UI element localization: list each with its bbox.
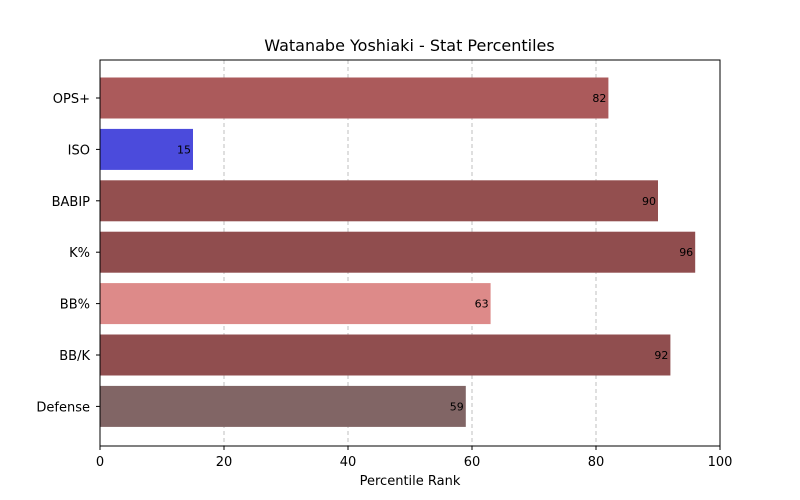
bar — [100, 77, 609, 119]
bars: 82 15 90 96 63 92 59 — [100, 77, 696, 427]
bar — [100, 385, 466, 427]
bar — [100, 180, 658, 222]
bar-value-label: 96 — [679, 246, 693, 259]
x-axis-label: Percentile Rank — [360, 474, 461, 489]
bar-value-label: 15 — [177, 143, 191, 156]
y-tick-label: BABIP — [52, 195, 91, 210]
bar — [100, 283, 491, 325]
y-tick-label: ISO — [68, 143, 90, 158]
y-tick-label: BB% — [60, 298, 90, 313]
x-axis-ticks: 0 20 40 60 80 100 — [96, 446, 733, 470]
x-tick-label: 40 — [340, 455, 357, 470]
bar-value-label: 90 — [642, 195, 656, 208]
bar-value-label: 63 — [475, 298, 489, 311]
x-tick-label: 20 — [216, 455, 233, 470]
y-tick-label: BB/K — [59, 349, 90, 364]
y-axis-ticks: OPS+ ISO BABIP K% BB% BB/K Defense — [36, 92, 100, 415]
bar-value-label: 82 — [592, 92, 606, 105]
y-tick-label: Defense — [36, 400, 90, 415]
chart-title: Watanabe Yoshiaki - Stat Percentiles — [264, 36, 554, 55]
x-tick-label: 80 — [588, 455, 605, 470]
y-tick-label: OPS+ — [53, 92, 90, 107]
y-tick-label: K% — [69, 246, 90, 261]
bar-value-label: 59 — [450, 400, 464, 413]
plot-frame — [99, 59, 721, 447]
bar — [100, 334, 671, 376]
bar — [100, 128, 193, 170]
bar — [100, 231, 696, 273]
x-tick-label: 0 — [96, 455, 104, 470]
bar-value-label: 92 — [654, 349, 668, 362]
x-tick-label: 100 — [708, 455, 733, 470]
x-tick-label: 60 — [464, 455, 481, 470]
